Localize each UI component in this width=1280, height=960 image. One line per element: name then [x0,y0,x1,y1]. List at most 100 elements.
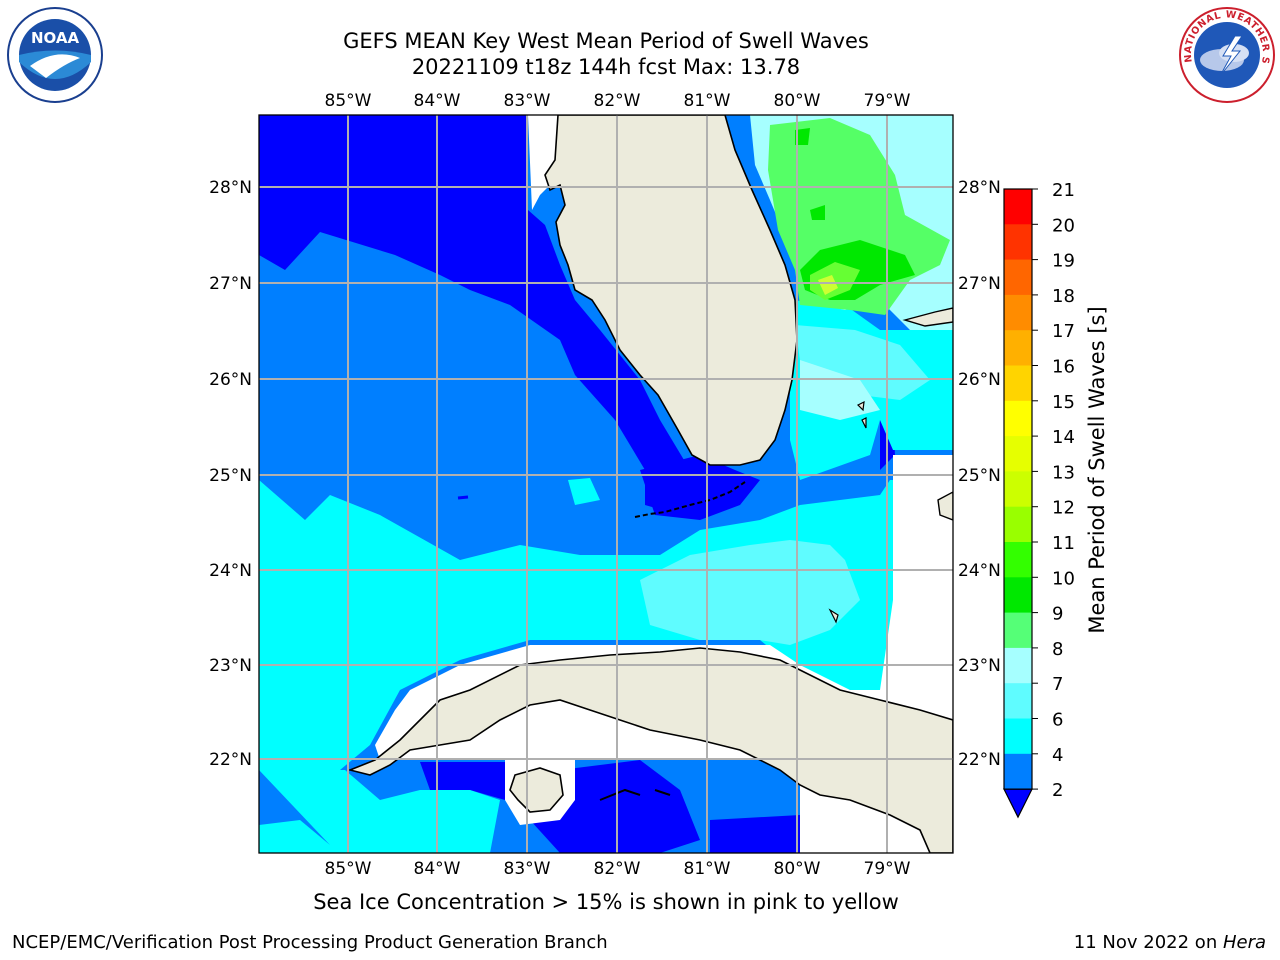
colorbar-tick-label: 17 [1052,321,1075,342]
footer-date-text: 11 Nov 2022 on [1073,932,1223,953]
lat-label-left: 23°N [209,656,252,676]
nws-logo: NATIONAL WEATHER SERVICE [1178,6,1275,103]
band-11-12-ne [810,262,860,300]
map-frame [258,114,954,854]
lat-label-left: 22°N [209,750,252,770]
colorbar-tick-label: 18 [1052,286,1075,307]
colorbar-segment [1004,400,1032,437]
lat-label-right: 26°N [958,370,1001,390]
sea-ice-note: Sea Ice Concentration > 15% is shown in … [313,890,899,914]
colorbar-tick-label: 19 [1052,251,1075,272]
colorbar-tick-label: 16 [1052,357,1075,378]
band-2-4-se [710,815,800,853]
florida-keys [634,481,746,518]
lat-label-right: 24°N [958,561,1001,581]
colorbar-segment [1004,365,1032,402]
missing-bahamas [880,455,953,690]
colorbar-tick-label: 15 [1052,392,1075,413]
lat-label-right: 28°N [958,178,1001,198]
lat-label-right: 27°N [958,274,1001,294]
colorbar-segment [1004,436,1032,472]
lat-label-right: 22°N [958,750,1001,770]
grand-bahama [902,307,953,327]
colorbar-tick-label: 12 [1052,498,1075,519]
lon-label-bottom: 81°W [684,859,731,879]
lon-label-bottom: 79°W [864,859,911,879]
colorbar-frame [1003,188,1033,790]
colorbar-segment [1004,471,1032,508]
noaa-logo: NOAA [7,7,103,103]
lat-label-right: 25°N [958,466,1001,486]
lon-label-top: 79°W [864,91,911,111]
colorbar-tick-label: 14 [1052,427,1075,448]
colorbar-tick-label: 11 [1052,533,1075,554]
lon-label-bottom: 83°W [504,859,551,879]
colorbar-segment [1004,506,1032,543]
band-10-11-spot [810,205,825,220]
colorbar-tick-label: 13 [1052,462,1075,483]
small-islands [828,400,867,624]
lat-label-left: 28°N [209,178,252,198]
colorbar-segment [1004,542,1032,578]
colorbar-tick-label: 4 [1052,745,1063,766]
colorbar-segment [1004,577,1032,614]
band-2-4-dot [457,495,469,500]
missing-se [840,800,890,853]
colorbar-segment [1004,224,1032,261]
colorbar-extension [1003,788,1033,819]
chart-subtitle: 20221109 t18z 144h fcst Max: 13.78 [411,55,801,79]
colorbar-segment [1004,718,1032,755]
lon-label-top: 82°W [594,91,641,111]
band-12-13-ne [818,275,838,295]
andros [937,491,953,521]
cuba-land [347,647,953,853]
isla-juventud [509,767,564,813]
colorbar-segment [1004,647,1032,684]
lat-label-left: 27°N [209,274,252,294]
lat-label-right: 23°N [958,656,1001,676]
chart-title: GEFS MEAN Key West Mean Period of Swell … [343,29,869,53]
lat-label-left: 25°N [209,466,252,486]
lon-label-bottom: 82°W [594,859,641,879]
footer-date: 11 Nov 2022 on Hera [1074,932,1266,953]
colorbar-segment [1004,259,1032,296]
lon-label-top: 85°W [325,91,372,111]
band-2-4-keys [640,455,760,520]
colorbar-tick-label: 20 [1052,215,1075,236]
colorbar-tick-label: 7 [1052,674,1063,695]
band-2-4-sw [420,762,505,800]
lon-label-top: 84°W [414,91,461,111]
colorbar-segment [1004,189,1032,225]
florida-land [544,115,798,466]
colorbar: 21 20 19 18 17 16 15 14 13 12 11 10 9 8 7 6 4 2 [1003,180,1075,819]
colorbar-tick-label: 9 [1052,604,1063,625]
colorbar-segment [1004,330,1032,366]
lon-label-bottom: 80°W [774,859,821,879]
colorbar-tick-label: 21 [1052,180,1075,201]
colorbar-tick-label: 10 [1052,568,1075,589]
colorbar-segment [1004,294,1032,331]
lon-label-top: 81°W [684,91,731,111]
map-field [259,115,953,853]
lat-label-left: 24°N [209,561,252,581]
colorbar-tick-label: 2 [1052,780,1063,801]
band-7-8-straits [640,540,860,645]
cayos [599,788,671,801]
lat-label-left: 26°N [209,370,252,390]
map-axis-labels: 85°W 85°W 84°W 84°W 83°W 83°W 82°W 82°W 81°W 81°W… [209,91,1001,879]
colorbar-segment [1004,753,1032,790]
band-10-11-spot2 [795,128,810,145]
noaa-logo-text: NOAA [31,29,80,47]
lon-label-top: 80°W [774,91,821,111]
colorbar-tick-label: 6 [1052,710,1063,731]
colorbar-segment [1004,612,1032,649]
colorbar-tick-label: 8 [1052,639,1063,660]
lon-label-top: 83°W [504,91,551,111]
footer-host: Hera [1222,932,1266,953]
lon-label-bottom: 85°W [325,859,372,879]
lon-label-bottom: 84°W [414,859,461,879]
colorbar-segment [1004,683,1032,719]
map-gridlines [259,115,953,853]
band-6-7-sw [259,770,500,853]
